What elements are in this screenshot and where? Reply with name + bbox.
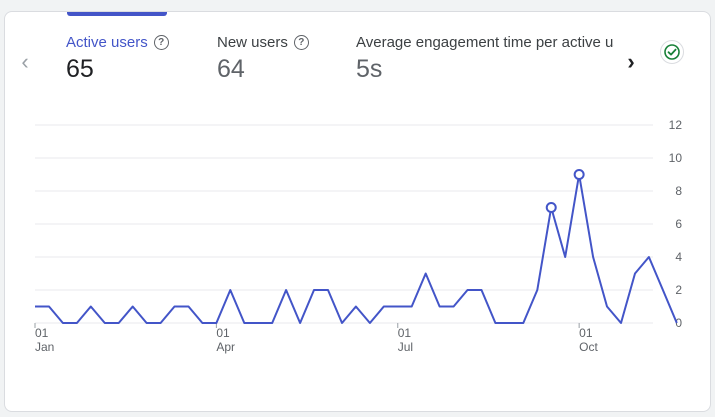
x-tick-day: 01: [579, 326, 593, 340]
check-circle-icon: [660, 40, 684, 64]
y-tick-label: 10: [669, 151, 683, 165]
metric-tab-active-users[interactable]: Active users ? 65: [66, 34, 169, 84]
series-line: [35, 173, 678, 324]
metric-value: 64: [217, 55, 245, 83]
metric-tab-new-users[interactable]: New users ? 64: [217, 34, 309, 84]
x-tick-month: Apr: [216, 340, 235, 354]
chevron-left-icon[interactable]: ‹: [21, 49, 29, 74]
y-tick-label: 6: [675, 217, 682, 231]
help-icon[interactable]: ?: [293, 35, 309, 50]
y-tick-label: 8: [675, 184, 682, 198]
x-tick-month: Jul: [398, 340, 413, 354]
x-tick-month: Jan: [35, 340, 54, 354]
x-tick-day: 01: [216, 326, 230, 340]
chart-card: ‹ Active users ? 65 New users ? 64 Avera…: [4, 11, 711, 412]
metric-label: Active users: [66, 34, 148, 51]
metric-label: New users: [217, 34, 288, 51]
metric-value: 5s: [356, 55, 383, 83]
y-tick-label: 0: [675, 316, 682, 330]
y-tick-label: 4: [675, 250, 682, 264]
y-tick-label: 2: [675, 283, 682, 297]
metric-tab-engagement-time[interactable]: Average engagement time per active us 5s: [356, 34, 614, 84]
data-point-marker: [545, 202, 557, 213]
x-tick-day: 01: [35, 326, 49, 340]
metric-label: Average engagement time per active us: [356, 34, 614, 51]
data-point-marker: [573, 169, 585, 180]
metric-value: 65: [66, 55, 94, 83]
y-tick-label: 12: [669, 118, 683, 132]
x-tick-month: Oct: [579, 340, 598, 354]
help-icon[interactable]: ?: [153, 35, 169, 50]
active-tab-indicator: [67, 12, 167, 16]
x-tick-day: 01: [398, 326, 412, 340]
chevron-right-icon[interactable]: ›: [627, 49, 635, 74]
